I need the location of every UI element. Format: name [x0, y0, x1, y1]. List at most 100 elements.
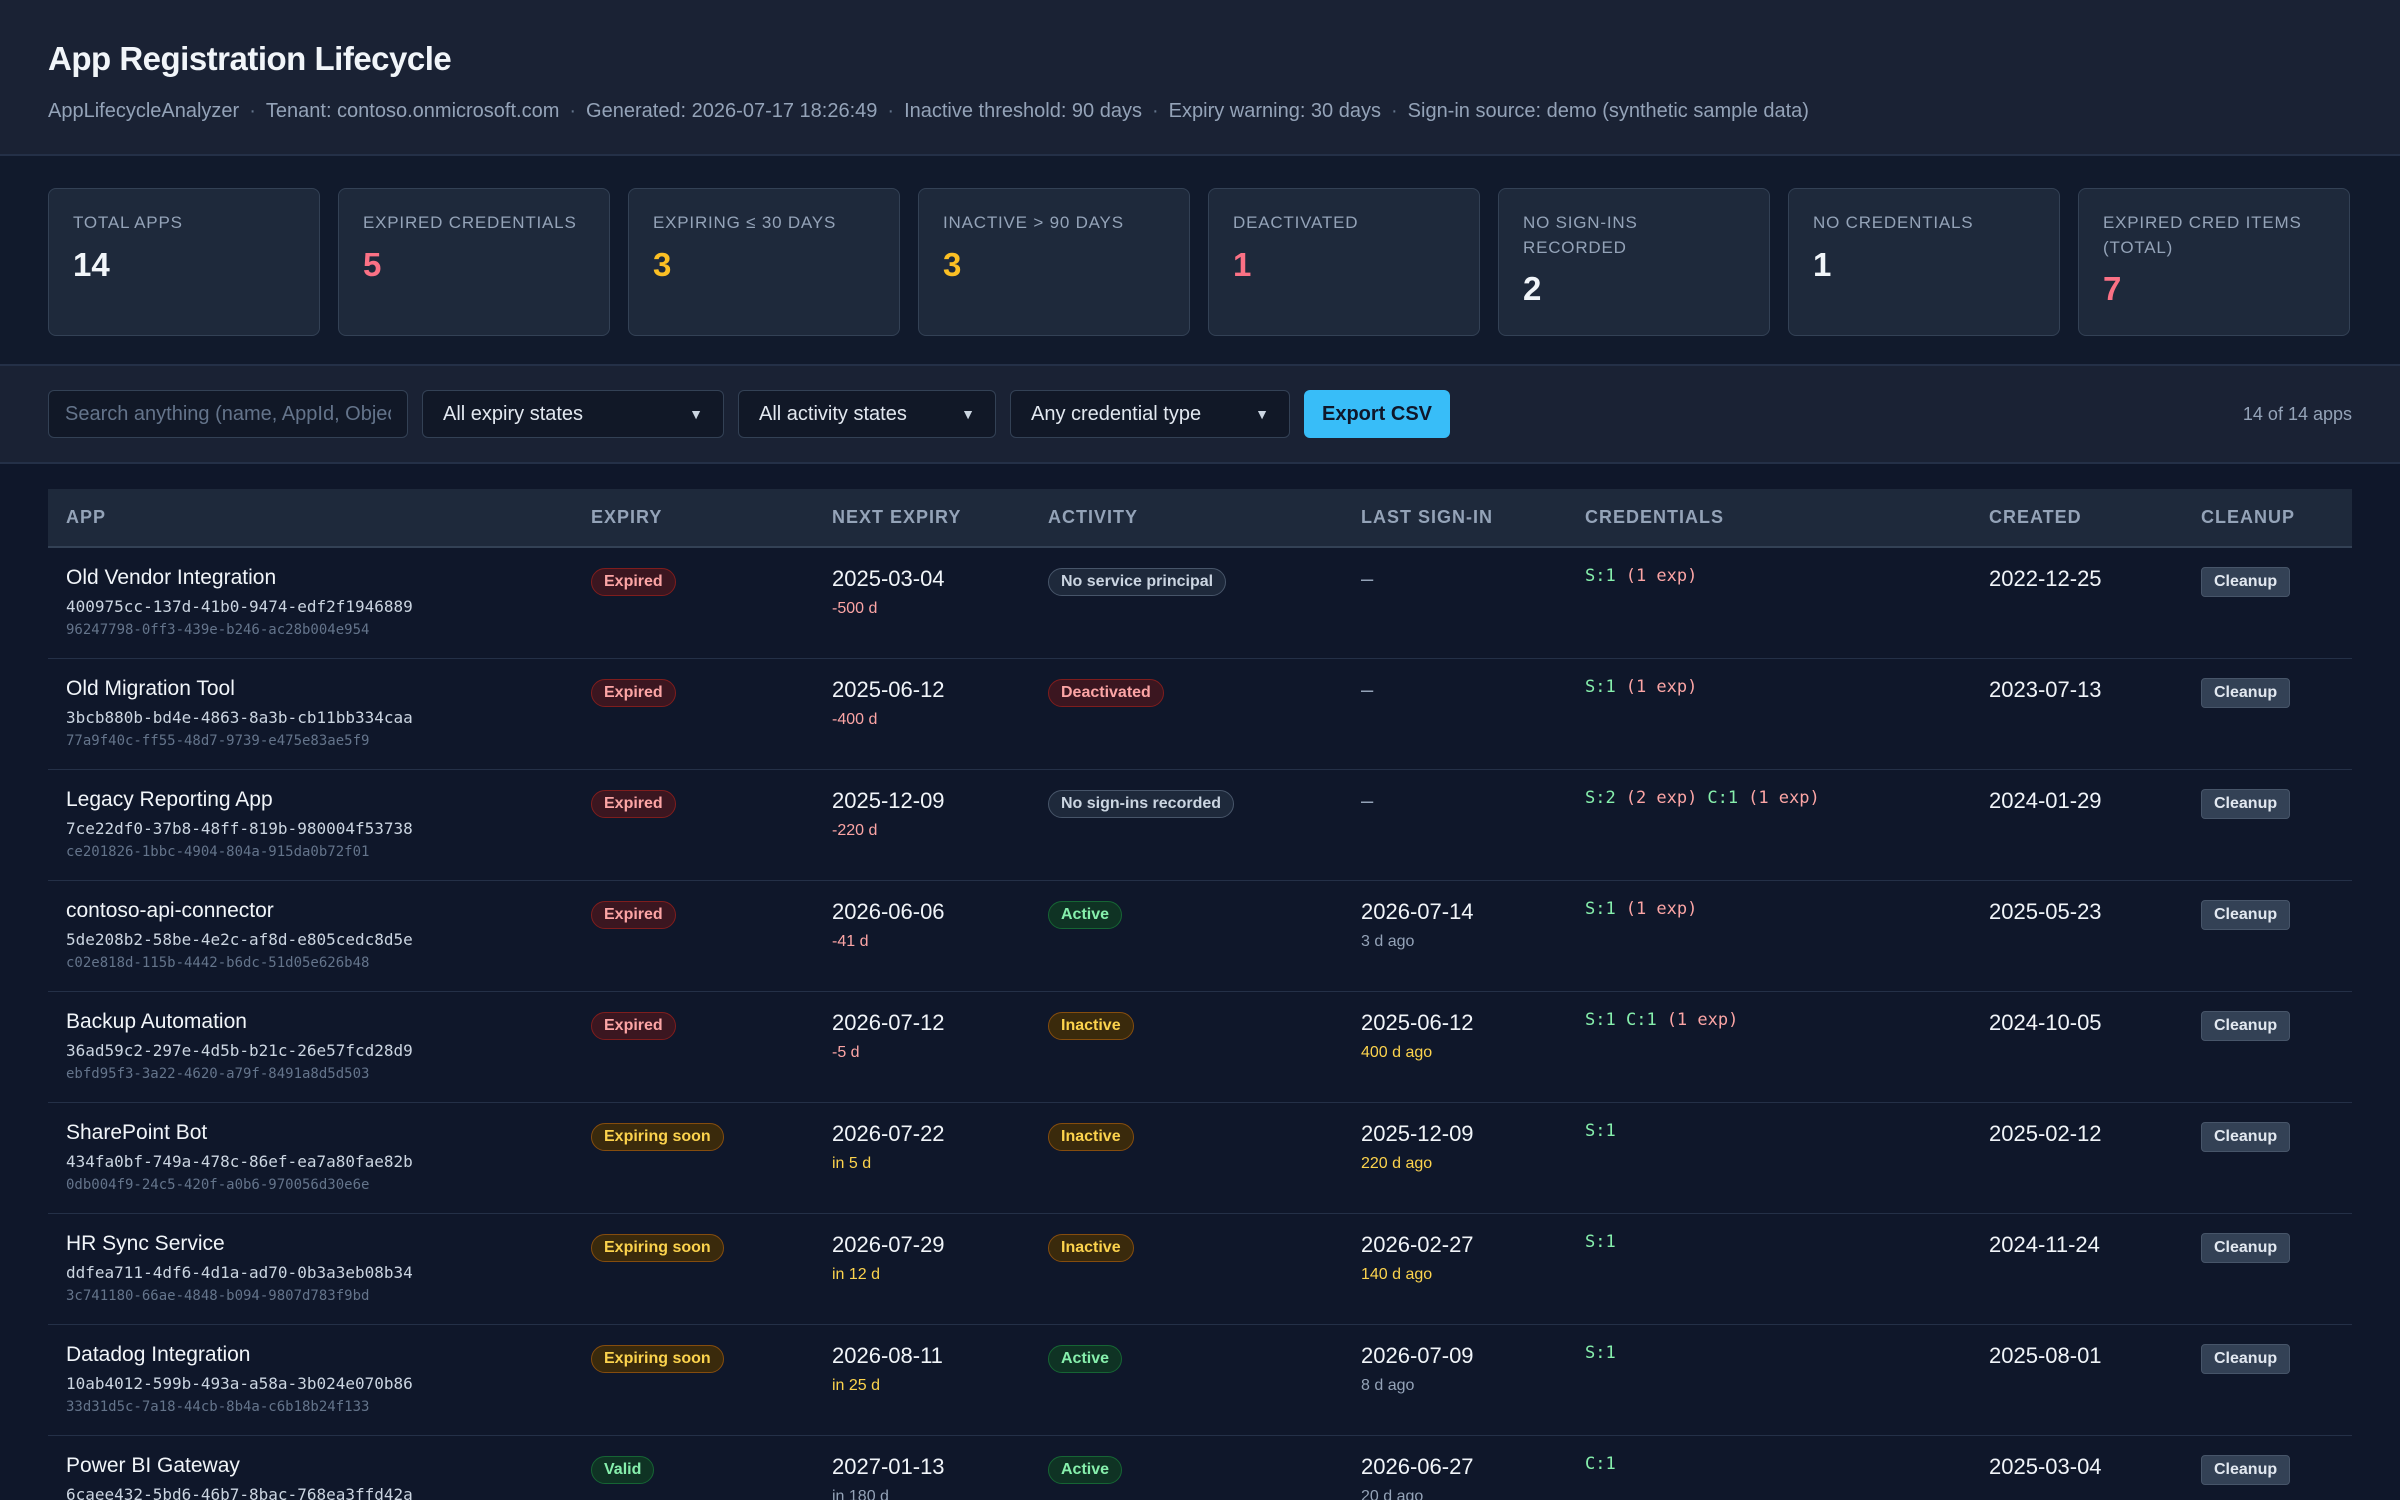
cleanup-button[interactable]: Cleanup	[2201, 1343, 2291, 1374]
app-name[interactable]: Power BI Gateway	[66, 1453, 240, 1477]
next-expiry-date: 2025-12-09	[832, 787, 945, 813]
app-id: 10ab4012-599b-493a-a58a-3b024e070b86	[66, 1373, 413, 1393]
expiry-filter-select[interactable]: All expiry states ▼	[422, 390, 724, 438]
column-header: Next expiry	[814, 489, 1030, 548]
credentials-cell: S:2 (2 exp) C:1 (1 exp)	[1567, 769, 1971, 880]
next-expiry-date: 2026-08-11	[832, 1342, 943, 1368]
credentials-cell: S:1 (1 exp)	[1567, 880, 1971, 991]
app-name[interactable]: SharePoint Bot	[66, 1120, 208, 1144]
next-expiry-cell: 2026-07-29 in 12 d	[814, 1213, 1030, 1324]
app-name[interactable]: Backup Automation	[66, 1009, 247, 1033]
app-id: 6caee432-5bd6-46b7-8bac-768ea3ffd42a	[66, 1484, 413, 1500]
summary-card-label: Expired credentials	[363, 213, 577, 232]
activity-badge: Deactivated	[1048, 678, 1164, 707]
last-signin-date: 2025-06-12	[1361, 1009, 1474, 1035]
next-expiry-date: 2026-06-06	[832, 898, 945, 924]
expired-credential-count: (1 exp)	[1625, 898, 1698, 919]
app-name[interactable]: Old Vendor Integration	[66, 566, 277, 589]
summary-card-label: Expired cred items (total)	[2103, 213, 2302, 257]
table-row[interactable]: Datadog Integration 10ab4012-599b-493a-a5…	[48, 1324, 2352, 1435]
meta-item: Inactive threshold: 90 days	[904, 100, 1142, 122]
credentials-cell: C:1	[1567, 1435, 1971, 1500]
next-expiry-date: 2025-03-04	[832, 566, 945, 591]
expired-credential-count: (1 exp)	[1625, 676, 1698, 697]
activity-cell: Active	[1030, 880, 1343, 991]
activity-badge: Inactive	[1048, 1233, 1134, 1262]
cleanup-cell: Cleanup	[2183, 1324, 2352, 1435]
meta-item: Expiry warning: 30 days	[1168, 100, 1381, 122]
activity-badge: Inactive	[1048, 1011, 1134, 1040]
summary-card-value: 3	[943, 245, 962, 283]
table-row[interactable]: SharePoint Bot 434fa0bf-749a-478c-86ef-ea…	[48, 1102, 2352, 1213]
export-csv-button[interactable]: Export CSV	[1304, 390, 1451, 438]
cleanup-button[interactable]: Cleanup	[2201, 788, 2291, 819]
cleanup-button[interactable]: Cleanup	[2201, 899, 2291, 930]
summary-card-value: 7	[2103, 270, 2122, 308]
meta-item: Generated: 2026-07-17 18:26:49	[586, 100, 878, 122]
last-signin-date: 2026-07-14	[1361, 898, 1474, 924]
next-expiry-date: 2026-07-29	[832, 1231, 945, 1257]
summary-card-label: Expiring ≤ 30 days	[653, 213, 837, 232]
created-date: 2025-02-12	[1989, 1120, 2102, 1146]
cleanup-button[interactable]: Cleanup	[2201, 1454, 2291, 1485]
app-id: 5de208b2-58be-4e2c-af8d-e805cedc8d5e	[66, 929, 413, 949]
activity-badge: Inactive	[1048, 1122, 1134, 1151]
summary-card-label: No sign-ins recorded	[1523, 213, 1638, 257]
cleanup-button[interactable]: Cleanup	[2201, 1232, 2291, 1263]
table-row[interactable]: Old Migration Tool 3bcb880b-bd4e-4863-8a3…	[48, 658, 2352, 769]
activity-badge: Active	[1048, 1344, 1123, 1373]
app-name[interactable]: HR Sync Service	[66, 1231, 225, 1255]
next-expiry-date: 2026-07-12	[832, 1009, 945, 1035]
next-expiry-relative: -500 d	[832, 600, 878, 617]
table-row[interactable]: Old Vendor Integration 400975cc-137d-41b0…	[48, 547, 2352, 658]
created-date: 2025-05-23	[1989, 898, 2102, 924]
last-signin-cell: 2025-12-09 220 d ago	[1343, 1102, 1567, 1213]
meta-item: Tenant: contoso.onmicrosoft.com	[265, 100, 560, 122]
app-name[interactable]: Old Migration Tool	[66, 676, 235, 700]
expiry-cell: Expiring soon	[573, 1324, 814, 1435]
chevron-down-icon: ▼	[961, 406, 975, 422]
credential-count: S:1	[1585, 1342, 1616, 1363]
credential-count: C:1	[1625, 1009, 1657, 1030]
table-row[interactable]: HR Sync Service ddfea711-4df6-4d1a-ad70-0…	[48, 1213, 2352, 1324]
credentials-cell: S:1 (1 exp)	[1567, 547, 1971, 658]
next-expiry-relative: in 12 d	[832, 1265, 881, 1283]
last-signin-relative: 140 d ago	[1361, 1265, 1433, 1283]
table-row[interactable]: Power BI Gateway 6caee432-5bd6-46b7-8bac-…	[48, 1435, 2352, 1500]
summary-card: No credentials 1	[1788, 188, 2060, 336]
summary-card: Expired cred items (total) 7	[2078, 188, 2350, 336]
expired-credential-count: (1 exp)	[1748, 787, 1820, 808]
expiry-badge: Expired	[591, 678, 676, 707]
search-input[interactable]	[48, 390, 408, 438]
expiry-cell: Expired	[573, 991, 814, 1102]
activity-filter-select[interactable]: All activity states ▼	[738, 390, 996, 438]
cleanup-button[interactable]: Cleanup	[2201, 567, 2291, 597]
next-expiry-cell: 2025-03-04 -500 d	[814, 547, 1030, 658]
table-row[interactable]: Legacy Reporting App 7ce22df0-37b8-48ff-8…	[48, 769, 2352, 880]
next-expiry-relative: -41 d	[832, 932, 869, 950]
credentials-cell: S:1 (1 exp)	[1567, 658, 1971, 769]
summary-card-label: Deactivated	[1233, 213, 1359, 232]
cleanup-cell: Cleanup	[2183, 769, 2352, 880]
cleanup-button[interactable]: Cleanup	[2201, 1121, 2291, 1152]
activity-cell: Inactive	[1030, 1102, 1343, 1213]
next-expiry-cell: 2027-01-13 in 180 d	[814, 1435, 1030, 1500]
app-name[interactable]: Datadog Integration	[66, 1342, 251, 1366]
cleanup-button[interactable]: Cleanup	[2201, 1010, 2291, 1041]
last-signin-cell: –	[1343, 547, 1567, 658]
credential-filter-select[interactable]: Any credential type ▼	[1010, 390, 1290, 438]
credentials-cell: S:1 C:1 (1 exp)	[1567, 991, 1971, 1102]
app-cell: HR Sync Service ddfea711-4df6-4d1a-ad70-0…	[48, 1213, 573, 1324]
app-name[interactable]: contoso-api-connector	[66, 898, 274, 922]
next-expiry-relative: in 5 d	[832, 1154, 872, 1172]
expiry-badge: Expired	[591, 1011, 676, 1040]
expired-credential-count: (2 exp)	[1625, 787, 1698, 808]
app-id: 36ad59c2-297e-4d5b-b21c-26e57fcd28d9	[66, 1040, 413, 1060]
page-header: App Registration Lifecycle AppLifecycleA…	[0, 0, 2400, 156]
table-row[interactable]: contoso-api-connector 5de208b2-58be-4e2c-…	[48, 880, 2352, 991]
cleanup-cell: Cleanup	[2183, 547, 2352, 658]
app-name[interactable]: Legacy Reporting App	[66, 787, 273, 811]
cleanup-button[interactable]: Cleanup	[2201, 677, 2291, 708]
table-row[interactable]: Backup Automation 36ad59c2-297e-4d5b-b21c…	[48, 991, 2352, 1102]
expiry-badge: Expiring soon	[591, 1344, 724, 1373]
